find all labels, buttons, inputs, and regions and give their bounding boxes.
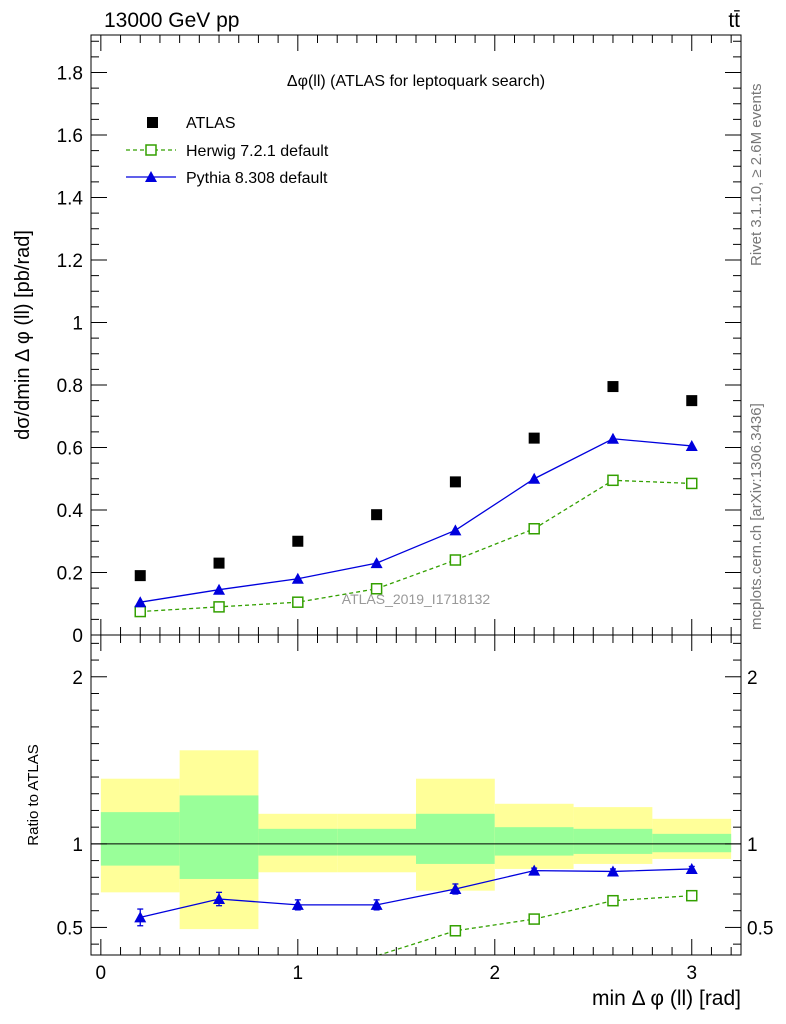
pythia-point [606, 432, 619, 444]
rivet-label: Rivet 3.1.10, ≥ 2.6M events [748, 84, 765, 267]
legend-pythia-marker [145, 171, 157, 182]
herwig-ratio-point [449, 925, 462, 937]
herwig-ratio-point [686, 889, 698, 902]
main-title: Δφ(ll) (ATLAS for leptoquark search) [287, 73, 545, 90]
legend-atlas-marker [147, 117, 158, 128]
pythia-point [291, 572, 304, 584]
ratio-y-tick-label: 0.5 [57, 918, 83, 939]
main-y-tick-label: 0 [72, 626, 83, 647]
pythia-ratio-point [685, 862, 698, 874]
herwig-ratio-point [528, 913, 540, 925]
x-axis-label: min Δ φ (ll) [rad] [592, 987, 741, 1010]
stat-uncertainty-band [416, 813, 495, 864]
main-y-tick-label: 1 [72, 314, 83, 335]
x-tick-label: 0 [96, 963, 107, 984]
pythia-point [449, 524, 462, 536]
pythia-line [140, 438, 692, 603]
main-y-tick-label: 0.2 [57, 564, 83, 585]
herwig-point [134, 605, 146, 618]
pythia-ratio-point [528, 864, 541, 876]
legend-herwig-label: Herwig 7.2.1 default [186, 143, 329, 160]
pythia-ratio-line [140, 868, 692, 919]
mcplots-label: mcplots.cern.ch [arXiv:1306.3436] [748, 403, 765, 630]
main-y-tick-label: 1.8 [57, 64, 83, 85]
x-tick-label: 3 [686, 963, 697, 984]
ratio-y-tick-label: 2 [72, 668, 83, 689]
ratio-y-label: Ratio to ATLAS [25, 744, 42, 845]
atlas-point [528, 432, 540, 444]
stat-uncertainty-band [494, 827, 574, 856]
legend-atlas-label: ATLAS [186, 115, 236, 132]
ratio-frame [90, 634, 742, 956]
pythia-point [528, 472, 541, 484]
atlas-point [292, 535, 304, 547]
herwig-point [528, 523, 540, 535]
pythia-ratio-point [606, 865, 619, 877]
herwig-point [213, 601, 225, 613]
stat-uncertainty-band [179, 795, 259, 879]
herwig-point [292, 596, 304, 608]
ratio-panel: 0.5 0.5 1 1 2 2 0 1 2 3 [57, 635, 773, 984]
pythia-point [213, 583, 226, 595]
pythia-ratio-point [291, 898, 304, 910]
ratio-y-tick-label-right: 0.5 [747, 918, 773, 939]
pythia-ratio-point [134, 911, 147, 923]
energy-label: 13000 GeV pp [104, 9, 239, 32]
stat-uncertainty-band [652, 833, 732, 853]
atlas-point [607, 381, 619, 393]
main-y-tick-label: 0.6 [57, 439, 83, 460]
herwig-point [686, 477, 698, 490]
main-y-tick-label: 0.4 [57, 501, 84, 522]
atlas-point [449, 476, 461, 488]
legend-herwig-marker [145, 144, 157, 156]
main-y-tick-label: 1.6 [57, 126, 83, 147]
herwig-line [140, 479, 692, 613]
herwig-point [370, 583, 383, 595]
stat-uncertainty-band [573, 828, 653, 854]
atlas-point [134, 570, 146, 582]
atlas-point [371, 509, 383, 521]
pythia-point [685, 439, 698, 451]
main-y-tick-label: 0.8 [57, 376, 83, 397]
pythia-ratio-point [213, 893, 226, 905]
stat-uncertainty-band [100, 812, 180, 866]
main-panel: 0 0.2 0.4 0.6 0.8 1 1.2 1.4 1.6 1.8 [57, 35, 741, 647]
ratio-y-tick-label: 1 [72, 835, 83, 856]
pythia-ratio-point [449, 882, 462, 894]
herwig-point [607, 474, 619, 487]
legend-pythia-label: Pythia 8.308 default [186, 170, 328, 187]
stat-uncertainty-band [258, 828, 338, 856]
main-y-tick-label: 1.2 [57, 251, 83, 272]
legend: ATLAS Herwig 7.2.1 default Pythia 8.308 … [126, 115, 329, 187]
ratio-y-tick-label-right: 1 [747, 835, 758, 856]
watermark: ATLAS_2019_I1718132 [342, 591, 491, 607]
stat-uncertainty-band [337, 828, 416, 856]
main-y-tick-label: 1.4 [57, 189, 84, 210]
ratio-content [91, 750, 741, 955]
ratio-y-tick-label-right: 2 [747, 668, 758, 689]
x-tick-label: 1 [293, 963, 304, 984]
pythia-point [370, 557, 383, 569]
process-label: tt̄ [728, 9, 740, 32]
pythia-ratio-point [370, 898, 383, 910]
herwig-ratio-point [607, 894, 619, 907]
herwig-point [449, 554, 462, 566]
pythia-point [134, 596, 147, 608]
atlas-point [686, 395, 698, 407]
atlas-point [213, 557, 225, 569]
x-tick-label: 2 [489, 963, 500, 984]
main-y-label: dσ/dmin Δ φ (ll) [pb/rad] [12, 230, 34, 440]
